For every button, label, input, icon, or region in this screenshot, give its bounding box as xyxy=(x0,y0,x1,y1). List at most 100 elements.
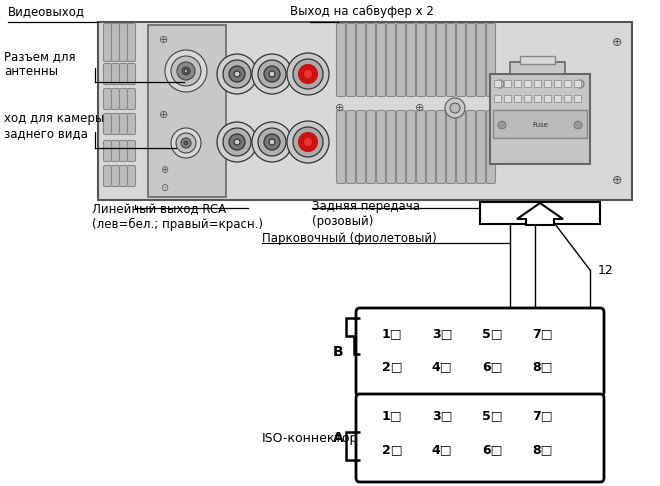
FancyBboxPatch shape xyxy=(387,110,395,184)
Circle shape xyxy=(574,121,582,129)
FancyBboxPatch shape xyxy=(112,88,119,109)
FancyBboxPatch shape xyxy=(337,110,345,184)
Bar xyxy=(494,80,501,87)
Bar xyxy=(520,56,555,64)
Circle shape xyxy=(229,66,245,82)
FancyBboxPatch shape xyxy=(457,110,465,184)
Circle shape xyxy=(171,56,201,86)
Bar xyxy=(544,95,551,102)
Text: 4□: 4□ xyxy=(432,361,452,374)
Text: ⊕: ⊕ xyxy=(612,35,622,49)
FancyBboxPatch shape xyxy=(397,23,405,97)
Bar xyxy=(554,80,561,87)
Circle shape xyxy=(258,60,286,88)
FancyBboxPatch shape xyxy=(112,23,119,62)
Circle shape xyxy=(498,121,506,129)
Circle shape xyxy=(576,80,584,88)
FancyBboxPatch shape xyxy=(119,114,127,135)
Bar xyxy=(504,95,511,102)
Circle shape xyxy=(293,127,323,157)
FancyBboxPatch shape xyxy=(436,23,446,97)
Circle shape xyxy=(252,122,292,162)
FancyBboxPatch shape xyxy=(407,110,416,184)
Circle shape xyxy=(450,103,460,113)
Circle shape xyxy=(234,139,240,145)
Text: ⊕: ⊕ xyxy=(415,103,424,113)
Bar xyxy=(510,62,565,74)
FancyBboxPatch shape xyxy=(397,110,405,184)
Text: Парковочный (фиолетовый): Парковочный (фиолетовый) xyxy=(262,232,437,245)
Circle shape xyxy=(496,80,504,88)
Circle shape xyxy=(258,128,286,156)
Circle shape xyxy=(185,69,187,72)
FancyBboxPatch shape xyxy=(127,88,135,109)
Text: B: B xyxy=(333,345,343,359)
Bar xyxy=(98,22,632,200)
Circle shape xyxy=(171,128,201,158)
FancyBboxPatch shape xyxy=(356,394,604,482)
FancyBboxPatch shape xyxy=(416,23,426,97)
Circle shape xyxy=(299,133,317,151)
FancyBboxPatch shape xyxy=(119,140,127,161)
FancyBboxPatch shape xyxy=(112,114,119,135)
Circle shape xyxy=(287,121,329,163)
Text: 1□: 1□ xyxy=(381,410,402,422)
Bar xyxy=(554,95,561,102)
Text: Линейный выход RCA
(лев=бел.; правый=красн.): Линейный выход RCA (лев=бел.; правый=кра… xyxy=(92,203,263,231)
FancyBboxPatch shape xyxy=(426,23,436,97)
FancyBboxPatch shape xyxy=(119,64,127,85)
FancyArrow shape xyxy=(517,203,563,225)
Circle shape xyxy=(177,62,195,80)
Text: ⊕: ⊕ xyxy=(612,174,622,187)
FancyBboxPatch shape xyxy=(119,166,127,187)
Circle shape xyxy=(223,60,251,88)
Text: Fuse: Fuse xyxy=(532,122,548,128)
Circle shape xyxy=(445,98,465,118)
Text: 8□: 8□ xyxy=(532,361,552,374)
FancyBboxPatch shape xyxy=(112,166,119,187)
Text: ход для камеры
заднего вида: ход для камеры заднего вида xyxy=(4,112,104,140)
Text: ⊕: ⊕ xyxy=(160,165,168,175)
Circle shape xyxy=(264,134,280,150)
FancyBboxPatch shape xyxy=(477,110,486,184)
Text: 3□: 3□ xyxy=(432,410,452,422)
FancyBboxPatch shape xyxy=(104,23,112,62)
Bar xyxy=(544,80,551,87)
FancyBboxPatch shape xyxy=(104,140,112,161)
Text: ⊕: ⊕ xyxy=(159,35,169,45)
FancyBboxPatch shape xyxy=(447,110,455,184)
Text: 6□: 6□ xyxy=(482,444,502,456)
FancyBboxPatch shape xyxy=(112,140,119,161)
Circle shape xyxy=(252,54,292,94)
Text: ⊕: ⊕ xyxy=(159,110,169,120)
Circle shape xyxy=(182,67,190,75)
Text: 12: 12 xyxy=(598,263,614,277)
Circle shape xyxy=(229,134,245,150)
Bar xyxy=(490,74,590,164)
FancyBboxPatch shape xyxy=(112,64,119,85)
FancyBboxPatch shape xyxy=(346,23,356,97)
Circle shape xyxy=(234,71,240,77)
Bar xyxy=(504,80,511,87)
Text: 5□: 5□ xyxy=(482,410,502,422)
Text: 4□: 4□ xyxy=(432,444,452,456)
FancyBboxPatch shape xyxy=(127,64,135,85)
Text: Видеовыход: Видеовыход xyxy=(8,5,85,18)
Bar xyxy=(514,95,521,102)
FancyBboxPatch shape xyxy=(127,23,135,62)
Bar xyxy=(524,80,531,87)
Text: 6□: 6□ xyxy=(482,361,502,374)
FancyBboxPatch shape xyxy=(104,166,112,187)
FancyBboxPatch shape xyxy=(337,23,345,97)
Text: ISO-коннектор: ISO-коннектор xyxy=(262,432,358,445)
Text: Задняя передача
(розовый): Задняя передача (розовый) xyxy=(312,200,420,228)
Circle shape xyxy=(223,128,251,156)
FancyBboxPatch shape xyxy=(477,23,486,97)
FancyBboxPatch shape xyxy=(486,23,496,97)
FancyBboxPatch shape xyxy=(416,110,426,184)
Circle shape xyxy=(298,132,318,152)
FancyBboxPatch shape xyxy=(104,88,112,109)
Circle shape xyxy=(304,70,312,78)
FancyBboxPatch shape xyxy=(376,23,385,97)
Circle shape xyxy=(217,54,257,94)
